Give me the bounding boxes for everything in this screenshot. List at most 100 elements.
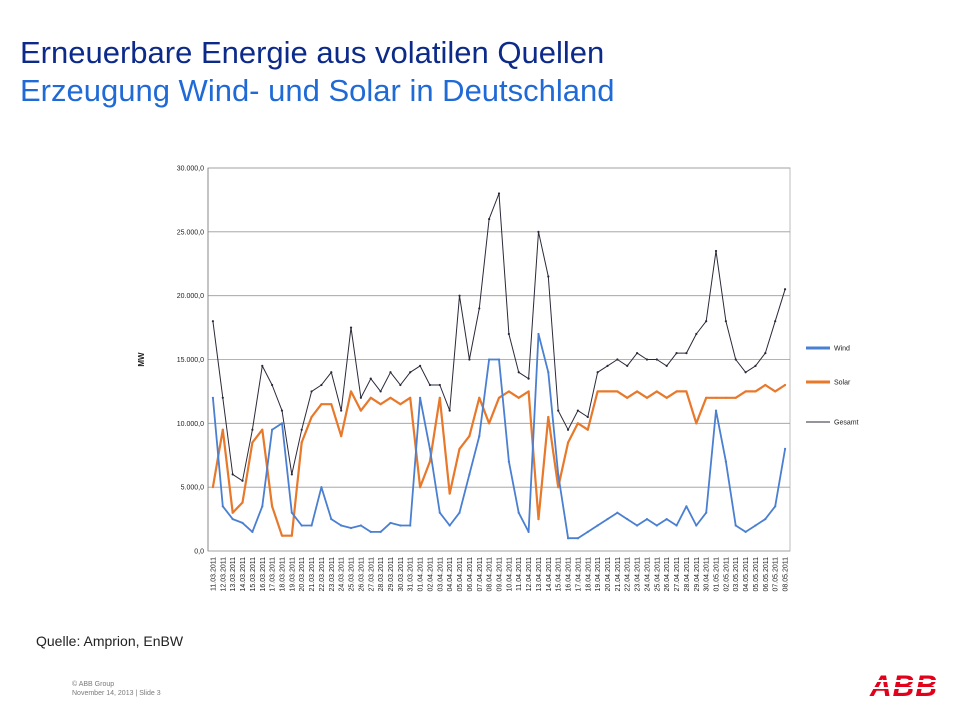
- data-point-gesamt: [478, 307, 481, 310]
- data-point-solar: [616, 390, 619, 393]
- data-point-gesamt: [438, 383, 441, 387]
- data-point-gesamt: [566, 428, 570, 431]
- data-point-wind: [418, 396, 422, 399]
- data-point-wind: [724, 460, 727, 463]
- data-point-wind: [576, 537, 580, 540]
- data-point-gesamt: [714, 249, 718, 253]
- data-point-solar: [231, 511, 234, 514]
- data-point-gesamt: [517, 371, 520, 374]
- data-point-solar: [645, 396, 649, 399]
- x-tick-label: 08.05.2011: [783, 557, 790, 592]
- abb-logo: ABB: [868, 670, 940, 702]
- data-point-solar: [655, 390, 658, 393]
- data-point-wind: [428, 447, 432, 450]
- x-tick-label: 17.04.2011: [575, 557, 582, 592]
- x-tick-label: 06.04.2011: [467, 557, 474, 592]
- x-tick-label: 31.03.2011: [408, 557, 415, 592]
- data-point-gesamt: [211, 320, 215, 323]
- data-point-solar: [734, 396, 737, 399]
- data-point-wind: [409, 524, 412, 527]
- data-point-solar: [211, 486, 215, 489]
- data-point-solar: [261, 428, 264, 431]
- data-point-wind: [448, 524, 451, 527]
- data-point-solar: [527, 390, 530, 393]
- x-tick-label: 16.03.2011: [260, 557, 267, 592]
- y-tick-label: 10.000,0: [177, 421, 204, 428]
- data-point-wind: [497, 358, 501, 361]
- data-point-gesamt: [665, 364, 668, 367]
- data-point-gesamt: [290, 473, 293, 476]
- footer-date: November 14, 2013 | Slide 3: [72, 690, 161, 697]
- x-tick-label: 01.05.2011: [714, 557, 721, 592]
- data-point-gesamt: [330, 371, 333, 374]
- data-point-solar: [359, 409, 362, 412]
- data-point-wind: [399, 524, 402, 527]
- data-point-wind: [369, 530, 372, 533]
- data-point-solar: [280, 534, 284, 537]
- footer-copyright: © ABB Group: [72, 681, 115, 688]
- data-point-solar: [320, 403, 323, 406]
- data-point-wind: [280, 422, 284, 425]
- data-point-wind: [557, 473, 560, 476]
- data-point-wind: [645, 517, 649, 521]
- data-point-wind: [636, 524, 639, 527]
- data-point-solar: [221, 428, 224, 431]
- data-point-wind: [774, 505, 777, 508]
- data-point-solar: [724, 396, 727, 399]
- data-point-solar: [665, 396, 668, 399]
- data-point-wind: [349, 526, 353, 530]
- x-tick-label: 21.03.2011: [309, 557, 316, 592]
- legend-label-solar: Solar: [834, 380, 851, 387]
- data-point-solar: [714, 396, 718, 399]
- y-tick-label: 20.000,0: [177, 293, 204, 300]
- data-point-solar: [310, 415, 313, 419]
- data-point-wind: [714, 409, 718, 412]
- data-point-wind: [359, 524, 362, 527]
- data-point-gesamt: [685, 352, 688, 355]
- x-tick-label: 11.04.2011: [516, 557, 523, 591]
- y-tick-label: 15.000,0: [177, 357, 204, 364]
- data-point-solar: [241, 501, 244, 504]
- data-point-solar: [497, 396, 501, 399]
- data-point-gesamt: [783, 288, 787, 291]
- data-point-wind: [685, 505, 688, 508]
- data-point-gesamt: [606, 364, 609, 367]
- data-point-solar: [399, 403, 402, 406]
- x-tick-label: 14.04.2011: [546, 557, 553, 592]
- source-note: Quelle: Amprion, EnBW: [36, 633, 184, 649]
- data-point-solar: [517, 396, 520, 399]
- data-point-wind: [438, 511, 441, 514]
- data-point-gesamt: [626, 364, 629, 367]
- data-point-gesamt: [695, 332, 698, 336]
- data-point-gesamt: [359, 396, 362, 399]
- x-tick-label: 25.03.2011: [349, 557, 356, 592]
- data-point-gesamt: [596, 371, 599, 374]
- data-point-gesamt: [349, 326, 353, 329]
- data-point-gesamt: [744, 371, 747, 374]
- x-tick-label: 16.04.2011: [566, 557, 573, 592]
- data-point-solar: [586, 428, 589, 431]
- data-point-gesamt: [636, 352, 639, 355]
- x-tick-label: 04.04.2011: [447, 557, 454, 592]
- data-point-solar: [557, 486, 560, 489]
- x-tick-label: 08.04.2011: [487, 557, 494, 592]
- x-tick-label: 03.05.2011: [733, 557, 740, 592]
- data-point-wind: [527, 530, 530, 533]
- data-point-gesamt: [655, 358, 658, 361]
- data-point-solar: [478, 396, 481, 399]
- x-tick-label: 02.05.2011: [723, 557, 730, 592]
- data-point-gesamt: [231, 473, 234, 476]
- data-point-wind: [705, 511, 708, 514]
- data-point-solar: [774, 390, 777, 393]
- data-point-solar: [626, 396, 629, 399]
- x-tick-label: 18.03.2011: [279, 557, 286, 592]
- data-point-gesamt: [527, 377, 530, 380]
- data-point-solar: [349, 390, 353, 393]
- data-point-wind: [665, 517, 668, 521]
- data-point-wind: [320, 486, 323, 489]
- data-point-gesamt: [399, 383, 402, 387]
- x-tick-label: 19.03.2011: [289, 557, 296, 592]
- data-point-solar: [783, 383, 787, 387]
- data-point-solar: [537, 517, 540, 521]
- data-point-solar: [576, 422, 580, 425]
